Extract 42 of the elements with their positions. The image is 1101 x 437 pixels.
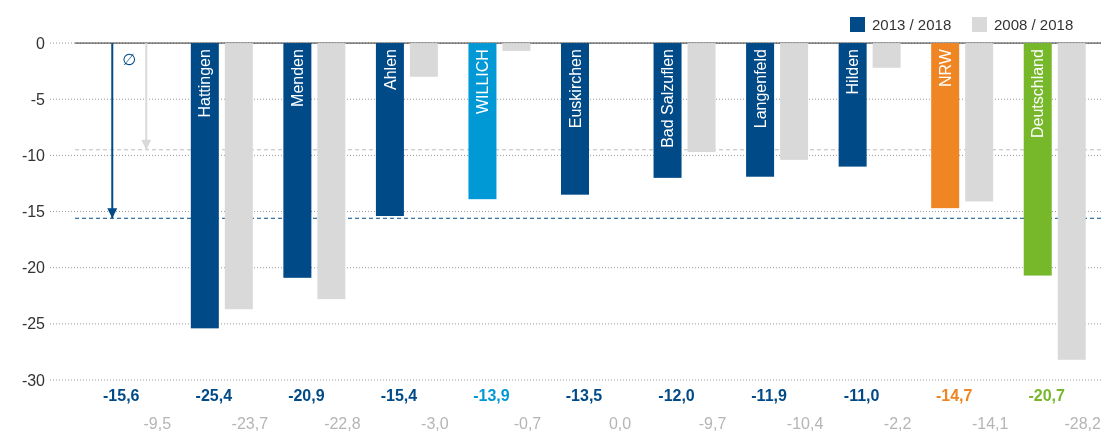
data-label: -10,4 xyxy=(786,415,824,432)
y-tick-label: -25 xyxy=(21,315,46,333)
data-label: -28,2 xyxy=(1064,415,1101,432)
y-tick-label: -30 xyxy=(21,371,46,389)
data-label: -9,7 xyxy=(698,415,727,432)
data-label: 0,0 xyxy=(608,415,632,432)
y-tick-label: -10 xyxy=(21,146,46,164)
data-label: -25,4 xyxy=(195,387,233,404)
data-label: -12,0 xyxy=(658,387,695,404)
data-label: -13,5 xyxy=(565,387,603,404)
data-label: -11,0 xyxy=(843,387,880,404)
y-tick-label: 0 xyxy=(36,34,46,52)
legend-label: 2008 / 2018 xyxy=(994,16,1074,34)
x-tick-label: ∅ xyxy=(122,51,137,69)
y-tick-label: -15 xyxy=(21,203,46,221)
x-tick-label: Ahlen xyxy=(381,49,399,90)
data-label: -20,9 xyxy=(288,387,325,404)
data-label: -2,2 xyxy=(883,415,912,432)
data-label: -11,9 xyxy=(751,387,787,404)
x-tick-label: Bad Salzuflen xyxy=(659,49,677,148)
x-tick-label: NRW xyxy=(936,48,954,87)
data-label: -9,5 xyxy=(143,415,172,432)
y-tick-label: -5 xyxy=(30,90,46,108)
x-tick-label: Langenfeld xyxy=(751,49,769,129)
x-tick-label: Euskirchen xyxy=(566,49,584,129)
x-tick-label: Menden xyxy=(288,49,306,107)
data-label: -3,0 xyxy=(421,415,449,432)
data-label: -14,1 xyxy=(971,415,1009,432)
x-tick-label: Hattingen xyxy=(196,49,214,118)
y-tick-label: -20 xyxy=(21,259,46,277)
x-tick-label: WILLICH xyxy=(474,49,492,114)
x-tick-label: Deutschland xyxy=(1029,49,1047,139)
data-label: -15,4 xyxy=(380,387,418,404)
x-tick-label: Hilden xyxy=(844,49,862,95)
data-label: -13,9 xyxy=(473,387,510,404)
data-label: -20,7 xyxy=(1028,387,1066,404)
data-label: -14,7 xyxy=(935,387,973,404)
legend-label: 2013 / 2018 xyxy=(872,16,952,34)
data-label: -23,7 xyxy=(231,415,269,432)
data-label: -0,7 xyxy=(513,415,542,432)
data-label: -22,8 xyxy=(324,415,361,432)
data-label: -15,6 xyxy=(103,387,140,404)
